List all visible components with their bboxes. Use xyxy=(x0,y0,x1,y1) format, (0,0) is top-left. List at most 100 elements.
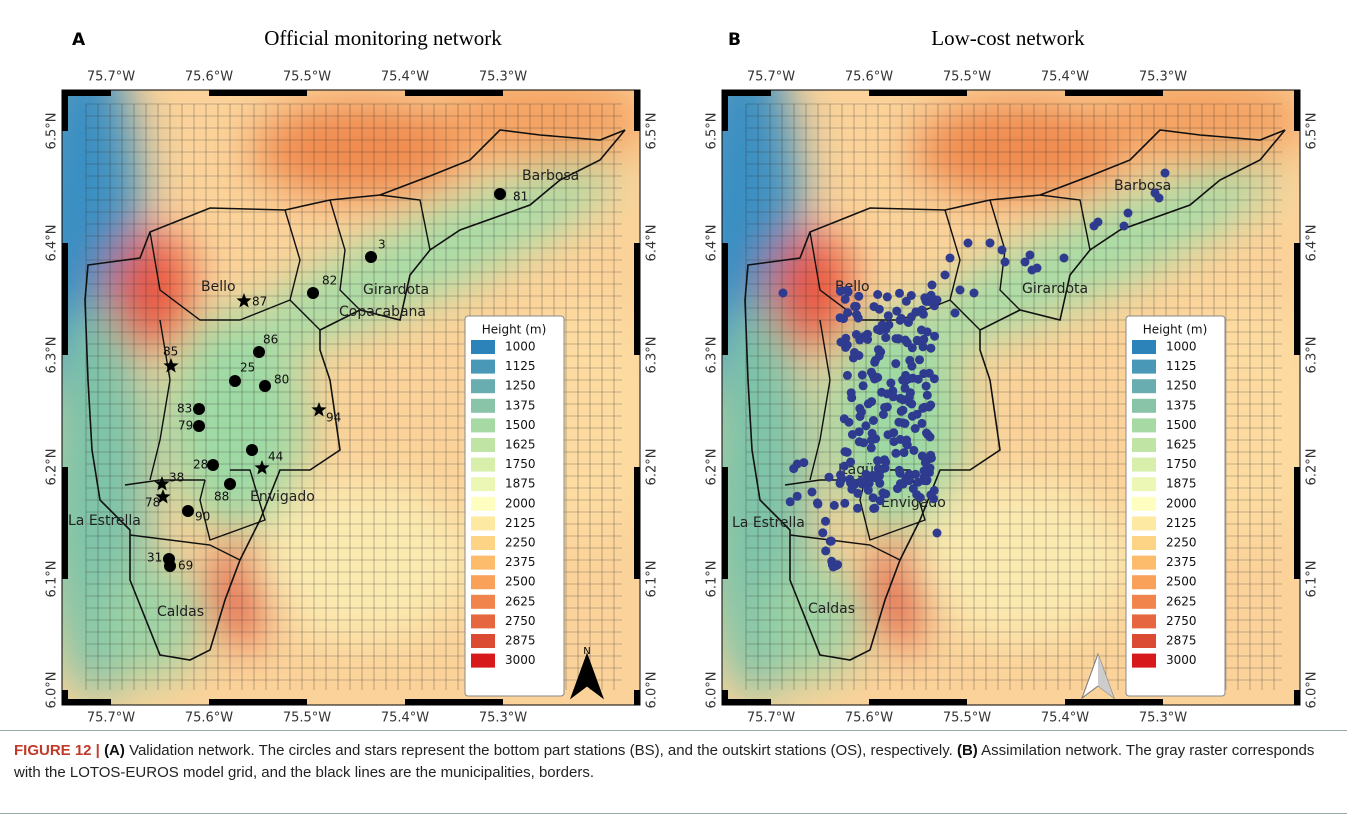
sensor xyxy=(878,488,888,498)
legend-label: 2625 xyxy=(505,594,536,608)
sensor xyxy=(899,448,909,458)
sensor xyxy=(921,381,931,391)
sensor xyxy=(868,493,878,503)
sensor xyxy=(799,458,809,468)
sensor xyxy=(917,325,926,335)
lon-label: 75.7°W xyxy=(87,711,135,726)
legend: Height (m) 1000 1125 1250 1375 1500 1625 1750 18… xyxy=(1125,315,1226,697)
station-label: 31 xyxy=(147,551,162,565)
legend-swatch xyxy=(471,379,495,394)
station-circle xyxy=(246,444,258,456)
sensor xyxy=(789,464,799,474)
station-circle xyxy=(224,478,236,490)
legend-title: Height (m) xyxy=(482,323,547,337)
place-label: Caldas xyxy=(808,601,855,617)
legend-label: 2750 xyxy=(505,614,536,628)
legend-label: 1125 xyxy=(505,359,536,373)
lat-label: 6.0°N xyxy=(705,672,720,709)
sensor xyxy=(918,403,928,413)
sensor xyxy=(886,378,896,388)
legend-label: 2875 xyxy=(1166,634,1197,648)
legend-swatch xyxy=(1132,398,1156,413)
sensor xyxy=(932,295,942,305)
lat-label: 6.4°N xyxy=(705,225,720,262)
legend-label: 2250 xyxy=(505,536,536,550)
sensor xyxy=(843,308,853,318)
legend-swatch xyxy=(471,555,495,570)
station-circle xyxy=(207,459,219,471)
sensor xyxy=(827,556,837,566)
municipality-border xyxy=(744,129,1286,661)
north-arrow xyxy=(569,652,605,700)
lat-label: 6.2°N xyxy=(645,449,660,486)
legend-label: 1375 xyxy=(505,398,536,412)
map-frame xyxy=(721,89,1301,706)
terrain xyxy=(722,90,1300,705)
station-star xyxy=(236,293,252,308)
sensor xyxy=(863,399,873,409)
sensor xyxy=(813,499,823,509)
station-label: 80 xyxy=(274,373,289,387)
frame-bar xyxy=(722,90,728,131)
lat-label: 6.2°N xyxy=(45,449,60,486)
sensor xyxy=(875,478,885,488)
frame-bar xyxy=(62,467,68,579)
lon-label: 75.7°W xyxy=(747,711,795,726)
sensor xyxy=(821,546,831,556)
sensor xyxy=(950,308,960,318)
lat-label: 6.2°N xyxy=(1305,449,1320,486)
sensor xyxy=(845,474,855,484)
sensor xyxy=(913,374,923,384)
sensor xyxy=(856,407,866,417)
sensor xyxy=(826,536,836,546)
legend-swatch xyxy=(471,398,495,413)
legend-label: 1250 xyxy=(1166,379,1197,393)
station-circle xyxy=(164,560,176,572)
legend-label: 2000 xyxy=(505,496,536,510)
legend-label: 2125 xyxy=(505,516,536,530)
sensor xyxy=(909,445,919,455)
lat-label: 6.3°N xyxy=(705,337,720,374)
place-label: La Estrella xyxy=(732,515,805,531)
station-circle xyxy=(193,420,205,432)
place-label: Bello xyxy=(201,279,236,295)
legend-label: 2250 xyxy=(1166,536,1197,550)
lon-label: 75.3°W xyxy=(479,711,527,726)
place-label: Barbosa xyxy=(522,168,579,184)
legend-swatch xyxy=(1132,634,1156,648)
sensor xyxy=(926,400,936,410)
sensor xyxy=(873,456,883,466)
legend-swatch xyxy=(1132,575,1156,590)
municipality-border xyxy=(789,534,901,561)
frame-bar xyxy=(634,243,640,355)
legend-label: 1000 xyxy=(1166,340,1197,354)
sensor xyxy=(857,370,867,380)
station-label: 3 xyxy=(378,238,386,252)
legend-swatch xyxy=(471,575,495,590)
sensor xyxy=(881,333,891,343)
legend-label: 2625 xyxy=(1166,594,1197,608)
legend-label: 1750 xyxy=(505,457,536,471)
legend-swatch xyxy=(1132,359,1156,374)
sensor xyxy=(867,428,877,438)
legend-swatch xyxy=(471,418,495,433)
station-star xyxy=(254,460,270,475)
sensor xyxy=(917,418,927,428)
place-label: Girardota xyxy=(363,282,429,298)
sensor xyxy=(867,435,876,445)
station-label: 94 xyxy=(326,411,341,425)
station-label: 44 xyxy=(268,450,283,464)
lon-label: 75.4°W xyxy=(381,711,429,726)
station-label: 82 xyxy=(322,274,337,288)
sensor xyxy=(926,343,936,353)
frame-bar xyxy=(209,90,307,96)
frame-bar xyxy=(1294,690,1300,705)
legend-swatch xyxy=(471,457,495,472)
legend-label: 1125 xyxy=(1166,359,1197,373)
sensor xyxy=(902,439,912,449)
legend-swatch xyxy=(1132,457,1156,472)
station-circle xyxy=(259,380,271,392)
sensor xyxy=(863,471,873,481)
sensor xyxy=(878,410,888,419)
